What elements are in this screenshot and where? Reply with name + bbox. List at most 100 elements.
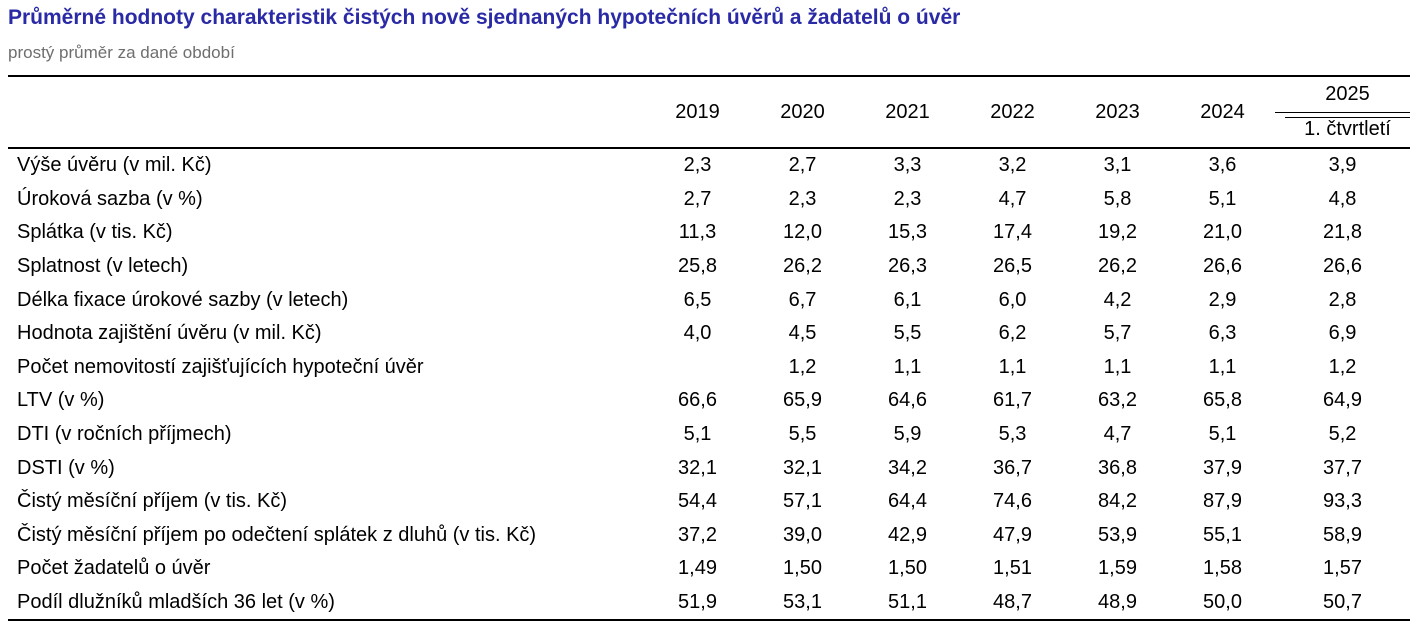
row-label: Počet nemovitostí zajišťujících hypotečn… [17,355,424,378]
row-value: 63,2 [1098,389,1137,412]
row-value: 6,0 [998,288,1027,311]
row-value: 74,6 [993,490,1032,513]
table-row: Počet nemovitostí zajišťujících hypotečn… [8,351,1410,385]
row-value: 5,2 [1328,423,1357,446]
row-value: 5,8 [1103,187,1132,210]
table-row: Výše úvěru (v mil. Kč) 2,3 2,7 3,3 3,2 3,1 3,6… [8,148,1410,183]
row-value: 26,2 [1098,255,1137,278]
row-value: 12,0 [783,221,822,244]
row-value: 2,3 [683,154,712,177]
row-value: 1,1 [998,355,1027,378]
row-value: 6,3 [1208,322,1237,345]
table-row: DTI (v ročních příjmech) 5,1 5,5 5,9 5,3 4,7 5… [8,418,1410,452]
row-label: Počet žadatelů o úvěr [17,557,211,580]
row-value: 6,7 [788,288,817,311]
row-value: 5,1 [1208,423,1237,446]
row-value: 93,3 [1323,490,1362,513]
row-label: Délka fixace úrokové sazby (v letech) [17,288,349,311]
row-label: Splatnost (v letech) [17,255,189,278]
table-row: LTV (v %) 66,6 65,9 64,6 61,7 63,2 65,8 64,9 [8,384,1410,418]
row-value: 1,57 [1323,557,1362,580]
row-value: 21,0 [1203,221,1242,244]
table-row: Úroková sazba (v %) 2,7 2,3 2,3 4,7 5,8 5,1 4,8 [8,183,1410,217]
table-row: Splatnost (v letech) 25,8 26,2 26,3 26,5 26,2… [8,250,1410,284]
header-year: 2022 [960,75,1065,149]
row-value: 4,8 [1328,187,1357,210]
row-value: 2,3 [788,187,817,210]
row-value: 87,9 [1203,490,1242,513]
table-row: Hodnota zajištění úvěru (v mil. Kč) 4,0 4,… [8,317,1410,351]
table-body: Výše úvěru (v mil. Kč) 2,3 2,7 3,3 3,2 3,1 3,6… [8,148,1410,622]
data-table: 2019 2020 2021 2022 2023 2024 2025 1. čt… [8,75,1410,622]
row-value: 19,2 [1098,221,1137,244]
header-year-last-text: 2025 [1325,82,1370,105]
row-label: Úroková sazba (v %) [17,187,203,210]
table-row: Splátka (v tis. Kč) 11,3 12,0 15,3 17,4 19,2 2… [8,216,1410,250]
row-value: 36,7 [993,456,1032,479]
row-value: 2,7 [788,154,817,177]
table-row: Počet žadatelů o úvěr 1,49 1,50 1,50 1,51 1,5… [8,552,1410,586]
row-value: 65,8 [1203,389,1242,412]
data-table-container: 2019 2020 2021 2022 2023 2024 2025 1. čt… [8,75,1410,622]
row-value: 5,1 [683,423,712,446]
header-year: 2021 [855,75,960,149]
row-value: 48,7 [960,585,1065,622]
header-period-last: 1. čtvrtletí [1275,111,1410,149]
table-row: DSTI (v %) 32,1 32,1 34,2 36,7 36,8 37,9 37,7 [8,451,1410,485]
row-value: 3,9 [1328,154,1357,177]
row-value: 32,1 [783,456,822,479]
row-value: 36,8 [1098,456,1137,479]
row-value: 21,8 [1323,221,1362,244]
row-value: 55,1 [1203,523,1242,546]
row-value: 64,4 [888,490,927,513]
row-value: 6,9 [1328,322,1357,345]
row-value: 3,2 [998,154,1027,177]
row-value: 6,2 [998,322,1027,345]
row-value: 26,5 [993,255,1032,278]
row-value: 4,7 [1103,423,1132,446]
row-value: 64,6 [888,389,927,412]
row-value: 4,7 [998,187,1027,210]
table-row: Čistý měsíční příjem (v tis. Kč) 54,4 57,1… [8,485,1410,519]
row-value: 4,5 [788,322,817,345]
row-label: DTI (v ročních příjmech) [17,423,232,446]
row-value: 1,51 [993,557,1032,580]
row-value: 48,9 [1065,585,1170,622]
row-label: Čistý měsíční příjem (v tis. Kč) [17,490,288,513]
row-value: 26,6 [1323,255,1362,278]
row-label: LTV (v %) [17,389,105,412]
row-value: 42,9 [888,523,927,546]
row-value: 4,2 [1103,288,1132,311]
row-value: 37,9 [1203,456,1242,479]
row-value: 1,59 [1098,557,1137,580]
row-value: 51,1 [855,585,960,622]
table-subtitle: prostý průměr za dané období [8,43,235,62]
row-value: 1,2 [1328,355,1357,378]
row-value: 61,7 [993,389,1032,412]
row-value: 64,9 [1323,389,1362,412]
row-value: 15,3 [888,221,927,244]
row-label: Výše úvěru (v mil. Kč) [17,154,212,177]
row-value: 2,8 [1328,288,1357,311]
row-value: 5,7 [1103,322,1132,345]
row-value: 5,5 [788,423,817,446]
header-label-cell [8,75,645,149]
row-value: 37,7 [1323,456,1362,479]
table-row: Čistý měsíční příjem po odečtení splátek… [8,519,1410,553]
row-value: 1,1 [893,355,922,378]
row-value: 53,1 [750,585,855,622]
header-year: 2019 [645,75,750,149]
row-value: 6,5 [683,288,712,311]
row-value: 1,1 [1103,355,1132,378]
row-value: 5,5 [893,322,922,345]
row-value: 4,0 [683,322,712,345]
row-value: 47,9 [993,523,1032,546]
row-value: 26,3 [888,255,927,278]
row-value: 1,50 [888,557,927,580]
row-value: 37,2 [678,523,717,546]
table-row: Podíl dlužníků mladších 36 let (v %) 51,9… [8,585,1410,622]
row-value [645,351,750,385]
row-value: 50,0 [1170,585,1275,622]
row-value: 1,50 [783,557,822,580]
row-value: 1,49 [678,557,717,580]
